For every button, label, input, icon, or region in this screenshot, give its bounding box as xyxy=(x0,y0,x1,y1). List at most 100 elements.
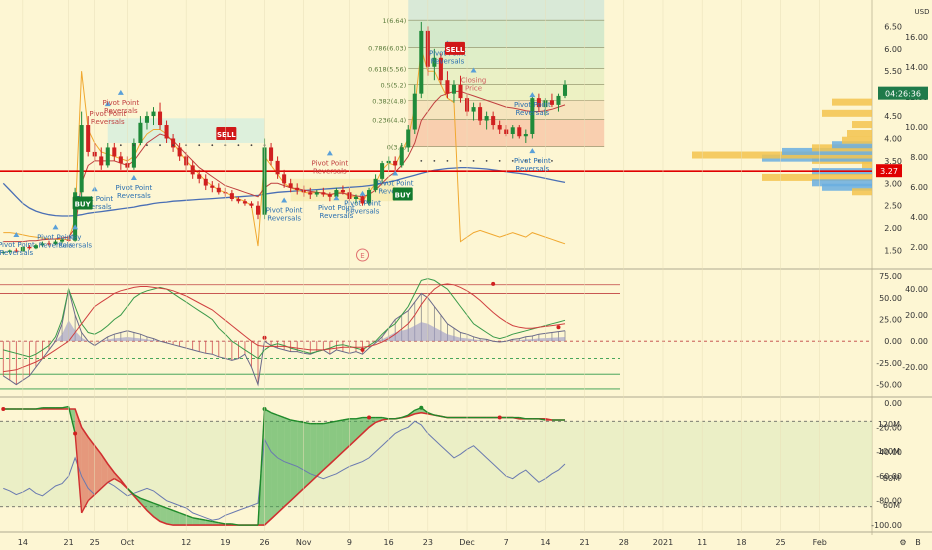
time-tick: 19 xyxy=(220,538,230,547)
trend-fill xyxy=(369,417,376,428)
dot-marker xyxy=(133,144,135,147)
volume-profile-bar xyxy=(852,121,872,129)
trend-panel: 0.00 -20.00 -40.00 -60.00 -80.00 -100.00 120M 1… xyxy=(0,399,902,530)
dot-marker xyxy=(250,144,253,147)
trend-right-tick: 60M xyxy=(883,501,900,510)
trend-fill xyxy=(166,508,174,526)
fib-label: 0.618(5.56) xyxy=(368,66,406,74)
candle xyxy=(269,147,274,161)
annotation-text: Pivot Point xyxy=(37,233,74,241)
annotation-text: Reversals xyxy=(39,241,73,249)
candle xyxy=(517,127,522,137)
trend-fast-seg xyxy=(336,419,344,422)
candle xyxy=(255,205,261,215)
candle xyxy=(203,178,208,186)
right-axis-tick: 6.00 xyxy=(910,183,928,192)
trend-fast-seg xyxy=(94,487,102,496)
volume-profile-bar xyxy=(852,188,872,196)
candle xyxy=(340,190,345,193)
trend-fast-seg xyxy=(35,407,43,410)
dot-marker xyxy=(237,144,240,147)
trend-fast-seg xyxy=(67,406,76,434)
signal-label: BUY xyxy=(395,192,412,200)
osc-cross-dot xyxy=(360,347,365,352)
trend-fast-seg xyxy=(74,433,83,513)
left-axis-tick: 4.50 xyxy=(884,112,902,121)
left-axis-tick: 6.50 xyxy=(884,22,902,31)
trend-fast-seg xyxy=(146,500,154,504)
candle xyxy=(158,111,163,126)
trend-fill xyxy=(173,510,180,526)
volume-profile-bar xyxy=(692,151,872,159)
volume-profile-bar xyxy=(762,173,872,181)
dot-marker xyxy=(511,159,514,162)
volume-profile-bar xyxy=(847,130,872,137)
candle xyxy=(380,163,385,179)
volume-profile-bar xyxy=(862,161,872,169)
currency-label: USD xyxy=(915,8,930,16)
trend-left-tick: 0.00 xyxy=(884,399,902,408)
osc-right-tick: -20.00 xyxy=(902,363,928,372)
candle xyxy=(406,129,411,148)
dot-marker xyxy=(551,159,553,162)
volume-profile-bar xyxy=(842,136,872,144)
candle xyxy=(360,196,365,204)
osc-gray-line xyxy=(3,288,566,387)
pivot-triangle xyxy=(52,224,59,230)
dot-marker xyxy=(498,159,501,162)
osc-left-tick: 75.00 xyxy=(879,272,902,281)
trend-fill xyxy=(316,423,324,477)
time-tick: 18 xyxy=(736,538,746,547)
left-axis-tick: 5.50 xyxy=(884,67,902,76)
signal-label: BUY xyxy=(75,200,92,208)
signal-badge xyxy=(216,127,237,140)
right-axis-tick: 4.00 xyxy=(910,213,928,222)
time-tick: 23 xyxy=(423,538,433,547)
trend-fast-seg xyxy=(257,408,266,526)
trend-fast-seg xyxy=(355,416,363,420)
volume-profile-bar xyxy=(832,98,872,106)
pivot-triangle xyxy=(281,197,288,203)
trend-fast-seg xyxy=(205,519,213,523)
trend-fast-seg xyxy=(100,481,109,489)
candle xyxy=(242,201,247,204)
annotation-text: Pivot Point xyxy=(377,180,414,188)
event-marker xyxy=(356,248,370,262)
trend-fill xyxy=(88,437,95,501)
osc-left-tick: 25.00 xyxy=(879,315,902,324)
trend-fast-seg xyxy=(519,416,526,420)
annotation-text: Reversals xyxy=(104,107,138,115)
osc-left-tick: 0.00 xyxy=(884,337,902,346)
candle xyxy=(151,111,156,117)
osc-green-line xyxy=(3,278,566,360)
time-tick: 14 xyxy=(18,538,28,547)
trend-fast-seg xyxy=(427,412,435,416)
fib-label: 1(6.64) xyxy=(383,17,407,25)
annotation-text: Reversals xyxy=(117,192,151,200)
volume-profile-bar xyxy=(812,179,872,187)
fib-label: 0.5(5.2) xyxy=(380,82,406,90)
annotation-text: Reversals xyxy=(320,212,354,220)
candle xyxy=(438,57,443,81)
candle xyxy=(445,80,450,94)
candle xyxy=(282,174,287,184)
volume-profile-bar xyxy=(782,147,872,155)
trend-fill xyxy=(146,500,154,517)
candle xyxy=(327,194,332,197)
trend-fast-seg xyxy=(172,509,180,514)
left-axis-tick: 2.00 xyxy=(884,224,902,233)
time-tick: Feb xyxy=(813,538,827,547)
pivot-triangle xyxy=(117,89,124,95)
osc-right-tick: 40.00 xyxy=(905,285,928,294)
candle xyxy=(86,125,91,152)
trend-fast-seg xyxy=(407,409,416,416)
annotation-text: Pivot Point xyxy=(311,159,348,167)
candle xyxy=(393,160,398,166)
dot-marker xyxy=(446,159,449,162)
osc-right-tick: 0.00 xyxy=(910,337,928,346)
trend-fast-seg xyxy=(87,494,96,502)
right-axis-tick: 8.00 xyxy=(910,153,928,162)
trend-fill xyxy=(264,409,272,526)
annotation-text: Reversals xyxy=(58,241,92,249)
